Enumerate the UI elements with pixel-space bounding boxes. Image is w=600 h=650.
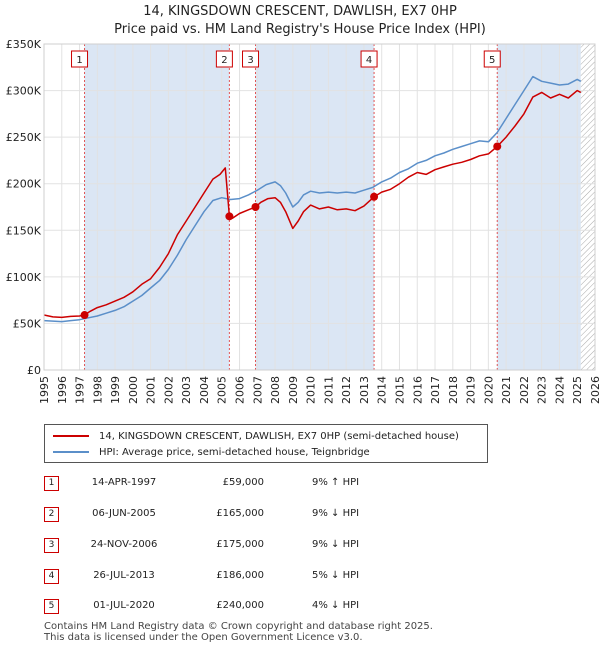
y-tick-label: £350K xyxy=(6,38,42,51)
y-tick-label: £100K xyxy=(6,271,42,284)
x-tick-label: 2022 xyxy=(518,376,531,404)
x-tick-label: 2026 xyxy=(589,376,600,404)
transaction-number: 1 xyxy=(44,476,59,491)
x-tick-label: 2018 xyxy=(447,376,460,404)
x-tick-label: 1998 xyxy=(91,376,104,404)
sale-marker-box xyxy=(360,50,378,68)
transaction-date: 24-NOV-2006 xyxy=(90,539,158,550)
x-tick-label: 2013 xyxy=(358,376,371,404)
x-tick-label: 2004 xyxy=(198,376,211,404)
x-tick-label: 2024 xyxy=(553,376,566,404)
x-tick-label: 2017 xyxy=(429,376,442,404)
forecast-hatch xyxy=(580,44,595,370)
hpi-line xyxy=(43,75,582,323)
x-tick-label: 2001 xyxy=(145,376,158,404)
transaction-row: 4 26-JUL-2013 £186,000 5% ↓ HPI xyxy=(44,567,404,587)
sale-marker-box xyxy=(215,50,233,68)
sale-point xyxy=(493,142,502,151)
legend-item-property: 14, KINGSDOWN CRESCENT, DAWLISH, EX7 0HP… xyxy=(53,428,459,444)
transaction-hpi: 9% ↑ HPI xyxy=(312,477,360,488)
x-tick-label: 1997 xyxy=(74,376,87,404)
transaction-row: 5 01-JUL-2020 £240,000 4% ↓ HPI xyxy=(44,597,404,617)
y-tick-label: £250K xyxy=(6,131,42,144)
x-tick-label: 2019 xyxy=(465,376,478,404)
x-tick-label: 2011 xyxy=(322,376,335,404)
sale-point xyxy=(370,192,379,201)
transaction-hpi: 9% ↓ HPI xyxy=(312,508,360,519)
sale-marker-label: 3 xyxy=(247,55,253,66)
plot-frame xyxy=(43,43,596,371)
sale-marker-label: 4 xyxy=(366,55,372,66)
x-tick-label: 2025 xyxy=(571,376,584,404)
transaction-date: 06-JUN-2005 xyxy=(92,508,156,519)
transaction-number: 5 xyxy=(44,599,59,614)
y-tick-label: £200K xyxy=(6,178,42,191)
ownership-shade xyxy=(497,44,581,370)
transaction-hpi: 4% ↓ HPI xyxy=(312,600,360,611)
sale-marker-label: 5 xyxy=(489,55,495,66)
y-tick-label: £50K xyxy=(13,317,42,330)
transaction-price: £240,000 xyxy=(216,600,264,611)
sale-point xyxy=(251,203,260,211)
sale-marker-box xyxy=(242,50,260,68)
transaction-row: 1 14-APR-1997 £59,000 9% ↑ HPI xyxy=(44,474,404,494)
transaction-hpi: 5% ↓ HPI xyxy=(312,570,360,581)
price-chart: 1 2 3 4 5 £0 £50K £100K £150K £200K £250K £300K £35… xyxy=(6,38,600,404)
legend-label-hpi: HPI: Average price, semi-detached house,… xyxy=(99,446,370,458)
transaction-date: 26-JUL-2013 xyxy=(93,570,155,581)
x-tick-label: 2002 xyxy=(162,376,175,404)
x-tick-label: 2023 xyxy=(536,376,549,404)
sale-marker-label: 1 xyxy=(76,55,82,66)
sale-marker-box xyxy=(71,50,89,68)
legend: 14, KINGSDOWN CRESCENT, DAWLISH, EX7 0HP… xyxy=(44,424,488,463)
x-tick-label: 2007 xyxy=(251,376,264,404)
transaction-row: 3 24-NOV-2006 £175,000 9% ↓ HPI xyxy=(44,536,404,556)
legend-swatch-hpi xyxy=(53,451,89,453)
x-tick-label: 2015 xyxy=(393,376,406,404)
x-tick-label: 2005 xyxy=(216,376,229,404)
sale-marker-box xyxy=(483,50,501,68)
x-tick-label: 2016 xyxy=(411,376,424,404)
chart-title: 14, KINGSDOWN CRESCENT, DAWLISH, EX7 0HP xyxy=(143,4,457,19)
x-tick-label: 2020 xyxy=(482,376,495,404)
x-tick-label: 2021 xyxy=(500,376,513,404)
transaction-date: 01-JUL-2020 xyxy=(93,600,155,611)
sale-marker-label: 2 xyxy=(221,55,227,66)
legend-label-property: 14, KINGSDOWN CRESCENT, DAWLISH, EX7 0HP… xyxy=(99,430,459,442)
sale-point xyxy=(225,212,234,221)
sale-point xyxy=(80,311,89,320)
transaction-hpi: 9% ↓ HPI xyxy=(312,539,360,550)
transaction-price: £175,000 xyxy=(216,539,264,550)
x-tick-label: 1999 xyxy=(109,376,122,404)
transaction-price: £165,000 xyxy=(216,508,264,519)
chart-subtitle: Price paid vs. HM Land Registry's House … xyxy=(114,22,486,37)
x-tick-label: 2010 xyxy=(305,376,318,404)
x-tick-label: 2009 xyxy=(287,376,300,404)
transaction-number: 4 xyxy=(44,569,59,584)
x-tick-label: 2014 xyxy=(376,376,389,404)
transaction-number: 2 xyxy=(44,507,59,522)
y-tick-label: £0 xyxy=(27,364,41,377)
x-tick-label: 2006 xyxy=(234,376,247,404)
transaction-number: 3 xyxy=(44,538,59,553)
x-tick-label: 2008 xyxy=(269,376,282,404)
x-tick-label: 2000 xyxy=(127,376,140,404)
x-tick-label: 2012 xyxy=(340,376,353,404)
y-tick-label: £300K xyxy=(6,85,42,98)
y-tick-label: £150K xyxy=(6,224,42,237)
transaction-date: 14-APR-1997 xyxy=(91,477,157,488)
legend-item-hpi: HPI: Average price, semi-detached house,… xyxy=(53,444,370,460)
footer-copyright: Contains HM Land Registry data © Crown c… xyxy=(44,621,433,632)
footer-license: This data is licensed under the Open Gov… xyxy=(44,632,363,643)
transaction-price: £186,000 xyxy=(216,570,264,581)
property-price-line xyxy=(43,89,582,319)
transaction-row: 2 06-JUN-2005 £165,000 9% ↓ HPI xyxy=(44,505,404,525)
transaction-price: £59,000 xyxy=(222,477,264,488)
legend-swatch-property xyxy=(53,435,89,437)
x-tick-label: 1995 xyxy=(38,376,51,404)
x-tick-label: 2003 xyxy=(180,376,193,404)
x-tick-label: 1996 xyxy=(56,376,69,404)
ownership-shade xyxy=(84,44,230,370)
